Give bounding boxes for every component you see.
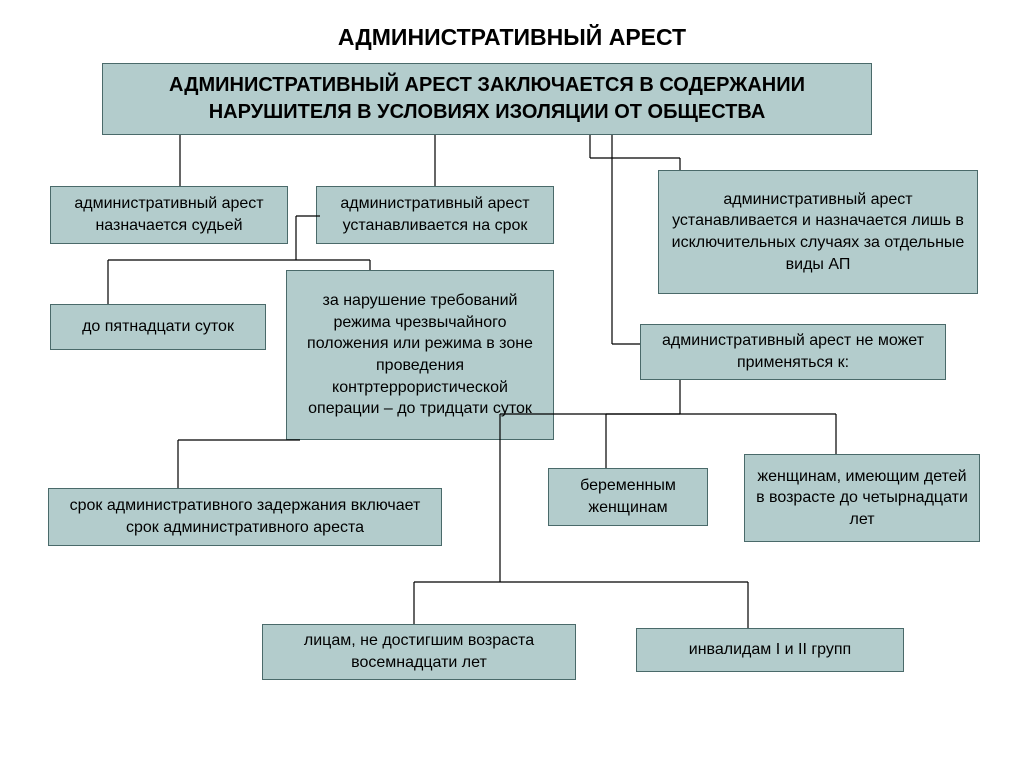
node-fifteen: до пятнадцати суток [50,304,266,350]
node-disabled: инвалидам I и II групп [636,628,904,672]
node-definition: АДМИНИСТРАТИВНЫЙ АРЕСТ ЗАКЛЮЧАЕТСЯ В СОД… [102,63,872,135]
node-minors: лицам, не достигшим возраста восемнадцат… [262,624,576,680]
node-thirty: за нарушение требований режима чрезвычай… [286,270,554,440]
node-includes: срок административного задержания включа… [48,488,442,546]
node-term: административный арест устанавливается н… [316,186,554,244]
node-exceptional: административный арест устанавливается и… [658,170,978,294]
node-not-apply: административный арест не может применят… [640,324,946,380]
node-women-children: женщинам, имеющим детей в возрасте до че… [744,454,980,542]
diagram-title: АДМИНИСТРАТИВНЫЙ АРЕСТ [338,24,686,51]
node-pregnant: беременным женщинам [548,468,708,526]
node-judge: административный арест назначается судье… [50,186,288,244]
